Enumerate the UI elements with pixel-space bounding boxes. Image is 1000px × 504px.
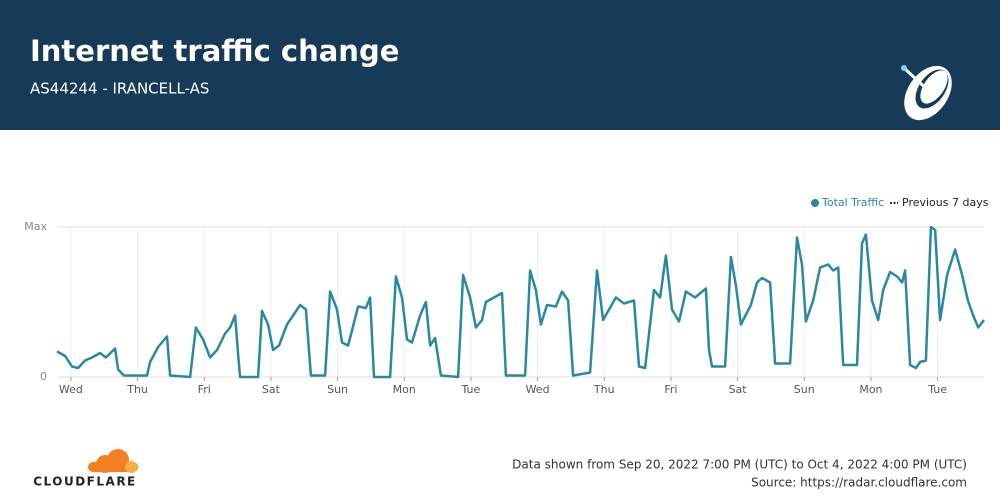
chart-title: Internet traffic change	[30, 34, 399, 68]
x-tick-label: Sat	[262, 383, 281, 396]
x-tick-label: Wed	[526, 383, 550, 396]
x-tick-label: Sun	[794, 383, 815, 396]
x-tick-label: Wed	[59, 383, 83, 396]
y-tick-label: Max	[24, 220, 47, 233]
x-tick-label: Tue	[461, 383, 481, 396]
legend-swatch	[811, 199, 819, 207]
x-tick-label: Thu	[126, 383, 148, 396]
header-band	[0, 0, 1000, 130]
chart-subtitle: AS44244 - IRANCELL-AS	[30, 80, 209, 98]
cloudflare-logo	[88, 449, 138, 473]
x-tick-label: Fri	[198, 383, 211, 396]
dish-icon	[901, 65, 952, 121]
y-tick-label: 0	[40, 370, 47, 383]
footer-range: Data shown from Sep 20, 2022 7:00 PM (UT…	[512, 458, 967, 472]
x-tick-label: Fri	[664, 383, 677, 396]
footer-source: Source: https://radar.cloudflare.com	[751, 476, 967, 490]
legend-label[interactable]: Total Traffic	[821, 196, 884, 209]
x-tick-label: Tue	[927, 383, 947, 396]
x-tick-label: Sat	[729, 383, 748, 396]
x-tick-label: Mon	[859, 383, 882, 396]
x-tick-label: Thu	[593, 383, 615, 396]
x-tick-label: Sun	[327, 383, 348, 396]
x-tick-label: Mon	[393, 383, 416, 396]
legend-label[interactable]: Previous 7 days	[902, 196, 989, 209]
traffic-line	[56, 225, 985, 379]
brand: CLOUDFLARE	[33, 475, 137, 489]
